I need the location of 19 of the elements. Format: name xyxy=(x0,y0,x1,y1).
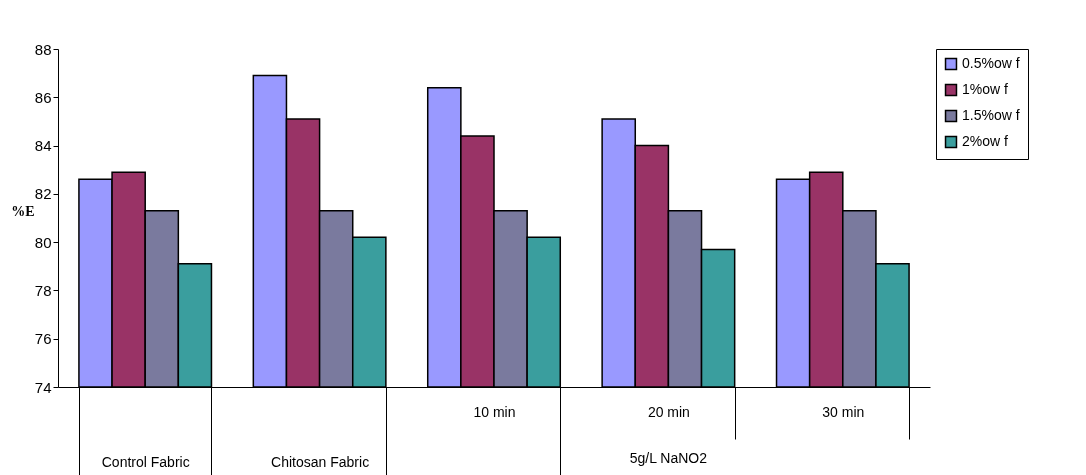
x-tick-label: 30 min xyxy=(822,403,865,420)
text: 5g/L NaNO2 xyxy=(629,450,708,466)
y-tick-label: 82 xyxy=(34,185,52,203)
legend-label: 0.5%ow f xyxy=(962,55,1020,71)
x-tick-label: 20 min xyxy=(647,403,690,420)
y-tick-label: 84 xyxy=(34,137,52,155)
y-tick-label: 86 xyxy=(34,88,52,106)
x-tick-label: Control Fabric xyxy=(101,453,190,470)
legend-label: 2%ow f xyxy=(962,133,1009,149)
y-axis-title: %E xyxy=(11,203,35,219)
legend-label: 1.5%ow f xyxy=(962,107,1020,123)
legend-label: 1%ow f xyxy=(962,81,1009,97)
y-tick-label: 88 xyxy=(34,40,52,58)
y-tick-label: 78 xyxy=(34,281,52,299)
x-tick-label: 10 min xyxy=(473,403,516,420)
x-tick-label: Chitosan Fabric xyxy=(271,453,370,470)
y-tick-label: 80 xyxy=(34,233,52,251)
y-tick-label: 76 xyxy=(34,330,52,348)
y-tick-label: 74 xyxy=(34,378,52,396)
